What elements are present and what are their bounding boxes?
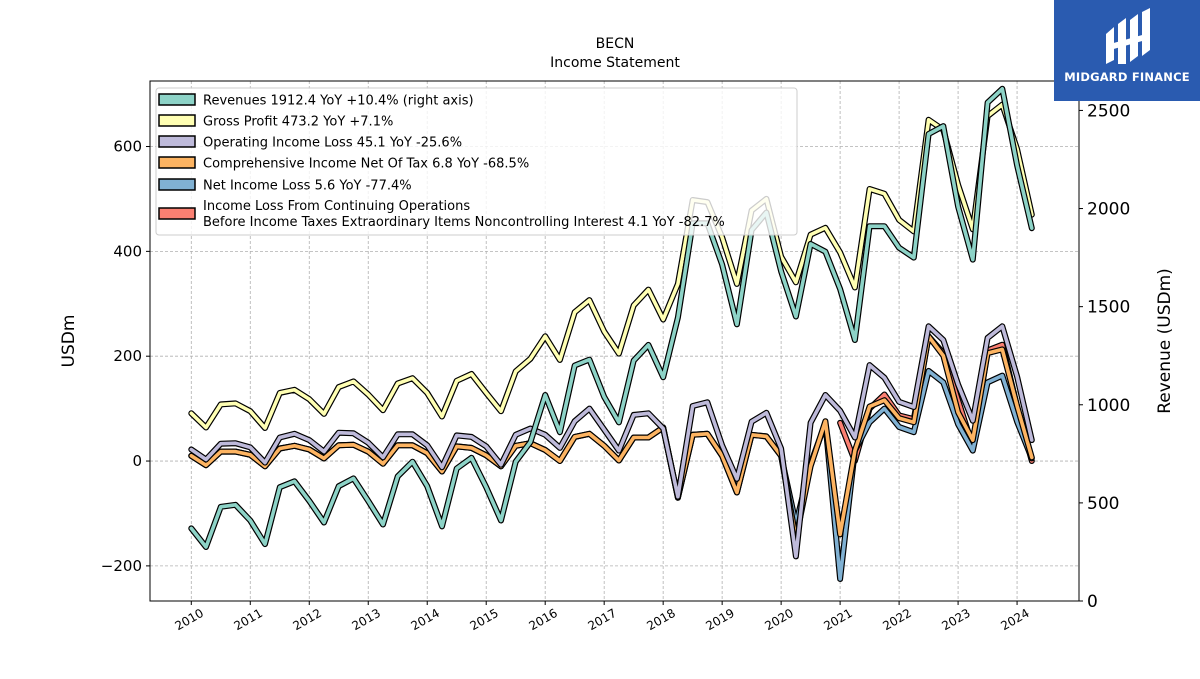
x-tick-label: 2017 (585, 606, 618, 633)
series-2 (188, 323, 1035, 560)
legend-label: Operating Income Loss 45.1 YoY -25.6% (203, 136, 462, 151)
legend-label: Comprehensive Income Net Of Tax 6.8 YoY … (203, 157, 529, 172)
y-axis-left-label: USDm (59, 315, 79, 368)
series-line (189, 102, 1034, 430)
x-tick-label: 2015 (467, 606, 500, 633)
x-tick-label: 2010 (173, 606, 206, 633)
y-right-tick-label: 2000 (1087, 200, 1130, 220)
y-left-tick-label: 400 (113, 242, 142, 260)
legend-swatch (158, 93, 196, 106)
y-left-tick-label: 600 (113, 138, 142, 156)
logo-text: MIDGARD FINANCE (1064, 70, 1190, 84)
x-tick-label: 2018 (644, 606, 677, 633)
x-tick-label: 2011 (232, 606, 265, 633)
x-tick-label: 2024 (998, 606, 1031, 633)
legend-swatch (158, 178, 196, 191)
x-tick-label: 2013 (350, 606, 383, 633)
x-tick-label: 2020 (762, 606, 795, 633)
x-tick-label: 2022 (880, 606, 913, 633)
series-3 (188, 333, 1035, 542)
legend-label: Revenues 1912.4 YoY +10.4% (right axis) (203, 94, 474, 109)
y-left-tick-label: 0 (132, 452, 142, 470)
chart-subtitle: Income Statement (550, 55, 680, 71)
legend-label: Income Loss From Continuing Operations (203, 199, 470, 214)
brand-logo: MIDGARD FINANCE (1054, 0, 1200, 101)
x-tick-label: 2019 (703, 606, 736, 633)
series-layer (188, 85, 1035, 582)
legend-label: Gross Profit 473.2 YoY +7.1% (203, 115, 393, 130)
x-tick-label: 2014 (408, 606, 441, 633)
x-tick-label: 2021 (821, 606, 854, 633)
y-right-tick-label: 1500 (1087, 298, 1130, 318)
legend-label: Net Income Loss 5.6 YoY -77.4% (203, 179, 412, 194)
series-0 (188, 85, 1035, 550)
x-tick-label: 2016 (526, 606, 559, 633)
series-line (189, 324, 1034, 559)
legend-box (155, 87, 798, 236)
y-left-tick-label: 200 (113, 347, 142, 365)
series-line (189, 87, 1034, 549)
legend-label: Before Income Taxes Extraordinary Items … (203, 215, 725, 230)
plot-frame (149, 80, 1080, 602)
y-right-tick-label: 500 (1087, 494, 1119, 514)
legend-swatch (158, 114, 196, 127)
chart-title: BECN (596, 36, 635, 52)
legend-swatch (158, 135, 196, 148)
legend-swatch (158, 207, 196, 220)
x-tick-label: 2023 (939, 606, 972, 633)
legend-swatch (158, 156, 196, 169)
logo-mark-icon (1106, 8, 1150, 64)
y-axis-right-label: Revenue (USDm) (1155, 268, 1175, 414)
y-left-tick-label: −200 (101, 557, 142, 575)
y-right-tick-label: 0 (1087, 592, 1098, 612)
y-right-tick-label: 2500 (1087, 101, 1130, 121)
series-1 (188, 101, 1035, 431)
x-tick-label: 2012 (291, 606, 324, 633)
legend: Revenues 1912.4 YoY +10.4% (right axis) G… (155, 87, 798, 236)
y-right-tick-label: 1000 (1087, 396, 1130, 416)
series-line (189, 334, 1034, 541)
